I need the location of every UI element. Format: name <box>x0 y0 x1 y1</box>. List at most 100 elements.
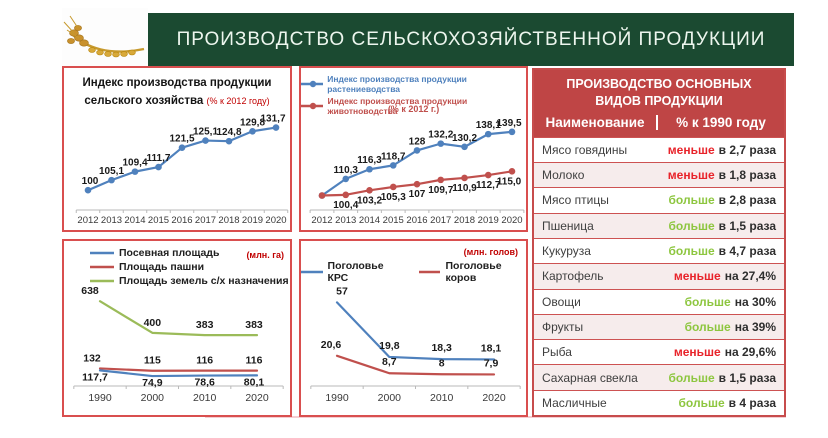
data-label: 116,3 <box>357 155 382 166</box>
data-label: 18,3 <box>431 342 452 354</box>
data-label: 100,4 <box>333 200 358 211</box>
row-value: больше в 1,5 раза <box>669 219 776 233</box>
chart-legend: Индекс производства продукции растениево… <box>301 74 526 116</box>
trend-amount: в 2,7 раза <box>718 142 776 157</box>
data-point <box>508 128 516 136</box>
year-label: 2010 <box>430 392 454 404</box>
chart-title-line1: Индекс производства продукции <box>82 77 272 89</box>
data-label: 138,1 <box>476 120 501 131</box>
legend-label: Индекс производства продукции животновод… <box>327 96 468 116</box>
series-line <box>98 300 259 337</box>
table-row: Масличные больше в 4 раза <box>534 389 784 416</box>
chart-legend: Посевная площадь Площадь пашни Площадь зем… <box>90 247 289 287</box>
data-point <box>437 140 445 147</box>
table-row: Сахарная свекла больше в 1,5 раза <box>534 364 784 390</box>
legend-marker-icon <box>301 80 324 88</box>
data-label: 110,3 <box>334 165 359 176</box>
data-point <box>437 176 445 184</box>
unit-label: (млн. голов) <box>463 247 518 257</box>
legend-marker-icon <box>90 279 114 283</box>
trend-word: больше <box>668 218 715 233</box>
data-label: 116 <box>196 355 213 367</box>
data-label: 383 <box>245 319 263 331</box>
data-point <box>318 192 326 199</box>
table-row: Молоко меньше в 1,8 раза <box>534 162 784 188</box>
chart-panel-cattle: (млн. голов) Поголовье КРС Поголовье коро… <box>299 239 528 417</box>
legend-entry: Площадь пашни <box>90 261 289 273</box>
data-label: 100 <box>82 176 99 187</box>
wheat-image <box>62 8 148 68</box>
data-label: 109,7 <box>428 185 453 196</box>
data-label: 132,2 <box>428 130 453 141</box>
year-label: 2014 <box>359 215 380 226</box>
row-value: больше в 4,7 раза <box>669 244 776 258</box>
data-label: 111,7 <box>147 153 171 164</box>
data-point <box>484 171 492 179</box>
legend-marker-icon <box>418 270 441 274</box>
header-banner: ПРОИЗВОДСТВО СЕЛЬСКОХОЗЯЙСТВЕННОЙ ПРОДУК… <box>148 13 794 66</box>
trend-amount: на 39% <box>734 319 776 334</box>
year-label: 2012 <box>77 215 98 226</box>
data-point <box>366 187 373 194</box>
year-label: 2014 <box>124 215 145 226</box>
row-name: Кукуруза <box>542 244 591 259</box>
data-label: 130,2 <box>452 133 477 144</box>
data-point <box>155 163 162 171</box>
legend-entry: Индекс производства продукции животновод… <box>301 96 526 116</box>
data-point <box>508 168 516 175</box>
legend-entry: Индекс производства продукции растениево… <box>301 74 526 94</box>
trend-word: меньше <box>673 345 721 360</box>
row-name: Картофель <box>542 269 604 284</box>
trend-word: больше <box>668 193 715 208</box>
year-label: 2000 <box>141 392 165 404</box>
data-point <box>342 175 350 183</box>
data-label: 19,8 <box>379 340 400 352</box>
row-name: Масличные <box>542 395 607 410</box>
data-label: 128 <box>409 136 426 147</box>
year-label: 2017 <box>430 215 451 226</box>
row-name: Сахарная свекла <box>542 370 638 385</box>
page-title: ПРОИЗВОДСТВО СЕЛЬСКОХОЗЯЙСТВЕННОЙ ПРОДУК… <box>176 28 766 50</box>
data-label: 121,5 <box>169 134 194 145</box>
series-line <box>98 369 259 378</box>
year-label: 2020 <box>501 215 522 226</box>
data-point <box>484 130 492 138</box>
table-row: Мясо говядины меньше в 2,7 раза <box>534 136 784 163</box>
year-label: 2013 <box>101 215 122 226</box>
data-point <box>225 137 233 145</box>
data-label: 118,7 <box>381 151 406 162</box>
data-label: 107 <box>409 189 426 200</box>
data-label: 638 <box>81 285 99 297</box>
trend-amount: на 30% <box>734 294 776 309</box>
trend-word: больше <box>668 244 715 259</box>
row-value: больше в 1,5 раза <box>669 371 776 385</box>
legend-label: Площадь пашни <box>119 261 205 273</box>
row-name: Пшеница <box>542 218 594 233</box>
trend-amount: на 29,6% <box>724 345 776 360</box>
trend-word: меньше <box>667 168 715 183</box>
data-label: 131,7 <box>260 114 285 125</box>
year-label: 2016 <box>406 215 427 226</box>
data-point <box>178 144 186 151</box>
trend-amount: в 4,7 раза <box>718 244 776 259</box>
trend-amount: в 2,8 раза <box>718 193 776 208</box>
row-value: больше в 2,8 раза <box>669 193 776 207</box>
data-label: 400 <box>144 317 162 329</box>
legend-marker-icon <box>301 270 323 274</box>
data-point <box>342 191 350 199</box>
data-point <box>389 162 397 169</box>
row-name: Мясо говядины <box>542 142 628 157</box>
trend-word: больше <box>684 319 731 334</box>
data-label: 80,1 <box>244 376 265 388</box>
data-label: 18,1 <box>481 342 502 354</box>
legend-marker-icon <box>301 102 324 110</box>
trend-word: меньше <box>673 269 721 284</box>
series-line <box>98 367 259 372</box>
year-label: 2017 <box>195 215 216 226</box>
data-label: 110,9 <box>452 183 477 194</box>
legend-entry: Посевная площадь <box>90 247 289 259</box>
legend-label: Поголовье коров <box>445 260 502 284</box>
year-label: 2020 <box>482 392 506 404</box>
trend-amount: в 1,8 раза <box>718 168 776 183</box>
